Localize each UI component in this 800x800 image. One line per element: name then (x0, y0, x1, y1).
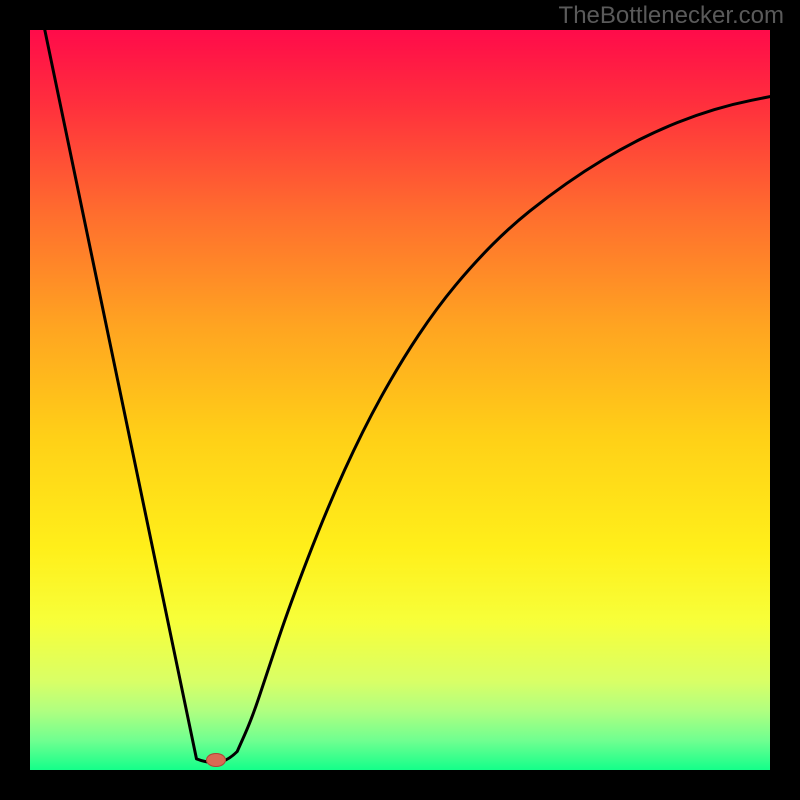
chart-container: { "type": "line-curve-chart", "canvas": … (0, 0, 800, 800)
plot-area (30, 30, 770, 770)
watermark-text: TheBottlenecker.com (559, 2, 784, 30)
optimal-point-marker (206, 753, 226, 767)
bottleneck-curve (30, 30, 770, 770)
curve-path (45, 30, 770, 763)
